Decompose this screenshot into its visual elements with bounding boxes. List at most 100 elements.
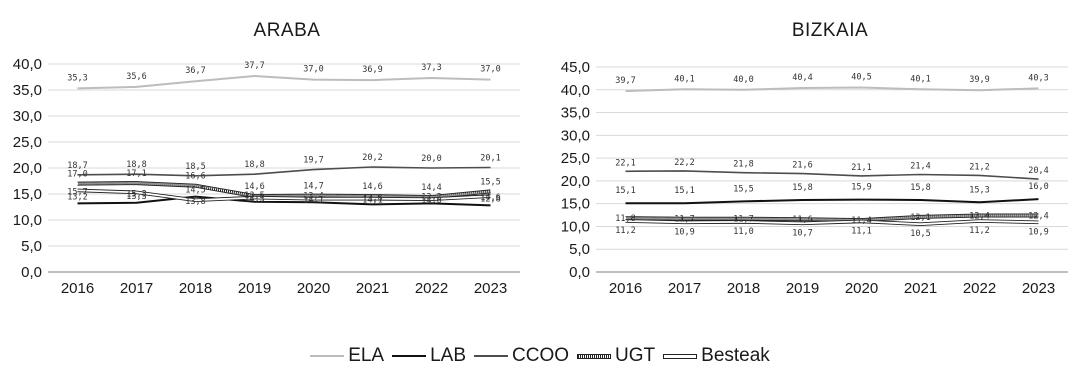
legend-item-ugt: UGT [577,345,655,367]
y-tick-bizkaia-7: 35,0 [561,105,590,122]
data-label-bizkaia-ugt-2021: 12,1 [910,213,930,223]
data-label-araba-besteak-2016: 15,7 [67,187,87,197]
legend-item-ela: ELA [310,345,384,367]
data-label-araba-besteak-2020: 14,1 [303,196,323,206]
x-tick-bizkaia-2017: 2017 [668,280,701,297]
data-label-araba-ela-2022: 37,3 [421,63,441,73]
data-label-bizkaia-ela-2016: 39,7 [615,76,635,86]
y-tick-bizkaia-4: 20,0 [561,173,590,190]
data-label-araba-lab-2021: 13,0 [362,193,382,203]
chart-araba: ARABA 0,0 5,0 10,0 15,0 20,0 25,0 30,0 35,0 40,0 2… [13,20,520,297]
data-label-bizkaia-besteak-2021: 10,5 [910,229,930,239]
data-label-araba-lab-2020: 13,4 [303,191,323,201]
data-label-bizkaia-besteak-2016: 11,2 [615,226,635,236]
data-label-bizkaia-ela-2019: 40,4 [792,73,812,83]
x-tick-bizkaia-2023: 2023 [1022,280,1055,297]
data-label-bizkaia-lab-2019: 15,8 [792,183,812,193]
data-label-bizkaia-ccoo-2023: 20,4 [1028,166,1048,176]
data-label-bizkaia-ccoo-2022: 21,2 [969,162,989,172]
data-label-bizkaia-lab-2020: 15,9 [851,183,871,193]
legend-label-ccoo: CCOO [512,345,570,366]
series-line-bizkaia-ugt-inner [625,214,1039,222]
data-label-bizkaia-besteak-2022: 11,2 [969,226,989,236]
data-label-bizkaia-ccoo-2019: 21,6 [792,161,812,171]
legend: ELA LAB CCOO UGT Besteak [0,344,1080,368]
data-label-araba-ccoo-2019: 18,8 [244,160,264,170]
data-label-araba-lab-2023: 12,8 [480,194,500,204]
data-label-araba-lab-2022: 13,2 [421,192,441,202]
x-tick-araba-2022: 2022 [415,280,448,297]
data-label-bizkaia-besteak-2018: 11,0 [733,227,753,237]
y-tick-araba-2: 10,0 [13,212,42,229]
data-label-araba-ugt-2021: 14,6 [362,182,382,192]
chart-bizkaia: BIZKAIA 0,0 5,0 10,0 15,0 20,0 25,0 30,0 35,0 40,… [561,20,1068,297]
data-label-araba-lab-2018: 14,5 [185,186,205,196]
data-label-araba-ccoo-2021: 20,2 [362,153,382,163]
chart-title-araba: ARABA [254,20,321,41]
legend-swatch-besteak [663,353,698,359]
data-label-araba-besteak-2018: 13,8 [185,197,205,207]
data-label-araba-besteak-2021: 14,1 [362,196,382,206]
y-tick-araba-5: 25,0 [13,134,42,151]
y-tick-araba-6: 30,0 [13,108,42,125]
x-tick-bizkaia-2019: 2019 [786,280,819,297]
y-tick-bizkaia-6: 30,0 [561,127,590,144]
data-label-bizkaia-lab-2017: 15,1 [674,186,694,196]
y-tick-araba-7: 35,0 [13,82,42,99]
data-label-bizkaia-ccoo-2017: 22,2 [674,158,694,168]
y-tick-bizkaia-3: 15,0 [561,196,590,213]
data-label-bizkaia-besteak-2017: 10,9 [674,227,694,237]
series-line-araba-besteak-inner [77,189,491,202]
series-line-bizkaia-ela [625,86,1039,93]
series-line-bizkaia-lab [625,198,1039,205]
data-label-bizkaia-ccoo-2020: 21,1 [851,163,871,173]
data-label-araba-ccoo-2022: 20,0 [421,154,441,164]
y-tick-bizkaia-9: 45,0 [561,59,590,76]
legend-item-ccoo: CCOO [474,345,569,367]
data-label-araba-ugt-2019: 14,6 [244,182,264,192]
data-label-araba-ela-2021: 36,9 [362,65,382,75]
charts-canvas: ARABA 0,0 5,0 10,0 15,0 20,0 25,0 30,0 35,0 40,0 2… [13,20,1068,297]
data-label-bizkaia-ugt-2020: 11,4 [851,216,871,226]
x-tick-bizkaia-2018: 2018 [727,280,760,297]
chart-title-bizkaia: BIZKAIA [792,20,868,41]
data-label-araba-besteak-2023: 14,6 [480,193,500,203]
legend-swatch-ugt [577,353,612,359]
x-tick-araba-2023: 2023 [474,280,507,297]
data-label-araba-ccoo-2020: 19,7 [303,156,323,166]
data-label-araba-lab-2019: 13,5 [244,191,264,201]
data-label-araba-besteak-2019: 14,3 [244,195,264,205]
y-tick-bizkaia-2: 10,0 [561,218,590,235]
x-tick-araba-2020: 2020 [297,280,330,297]
y-tick-bizkaia-5: 25,0 [561,150,590,167]
series-line-bizkaia-ccoo [625,170,1039,180]
y-tick-araba-1: 5,0 [21,238,42,255]
x-tick-bizkaia-2022: 2022 [963,280,996,297]
data-label-araba-ccoo-2018: 18,5 [185,162,205,172]
y-tick-bizkaia-8: 40,0 [561,82,590,99]
data-label-bizkaia-ela-2023: 40,3 [1028,73,1048,83]
data-label-bizkaia-ela-2022: 39,9 [969,75,989,85]
data-label-bizkaia-ela-2017: 40,1 [674,74,694,84]
x-tick-araba-2018: 2018 [179,280,212,297]
data-label-araba-lab-2016: 13,2 [67,192,87,202]
data-label-araba-ela-2019: 37,7 [244,61,264,71]
x-tick-bizkaia-2020: 2020 [845,280,878,297]
y-tick-araba-0: 0,0 [21,264,42,281]
legend-label-besteak: Besteak [701,345,770,366]
legend-label-ela: ELA [348,345,385,366]
data-label-araba-ugt-2018: 16,6 [185,172,205,182]
data-label-araba-ela-2020: 37,0 [303,65,323,75]
data-label-araba-ugt-2016: 17,0 [67,170,87,180]
legend-swatch-ela [310,355,345,357]
y-tick-araba-4: 20,0 [13,160,42,177]
data-label-bizkaia-ugt-2022: 12,4 [969,212,989,222]
data-label-araba-besteak-2017: 15,3 [126,189,146,199]
data-label-bizkaia-ela-2018: 40,0 [733,75,753,85]
series-line-araba-lab [77,195,491,207]
data-label-araba-besteak-2022: 14,0 [421,196,441,206]
data-label-araba-ugt-2020: 14,7 [303,182,323,192]
legend-swatch-lab [392,354,427,358]
data-label-araba-ugt-2023: 15,5 [480,177,500,187]
